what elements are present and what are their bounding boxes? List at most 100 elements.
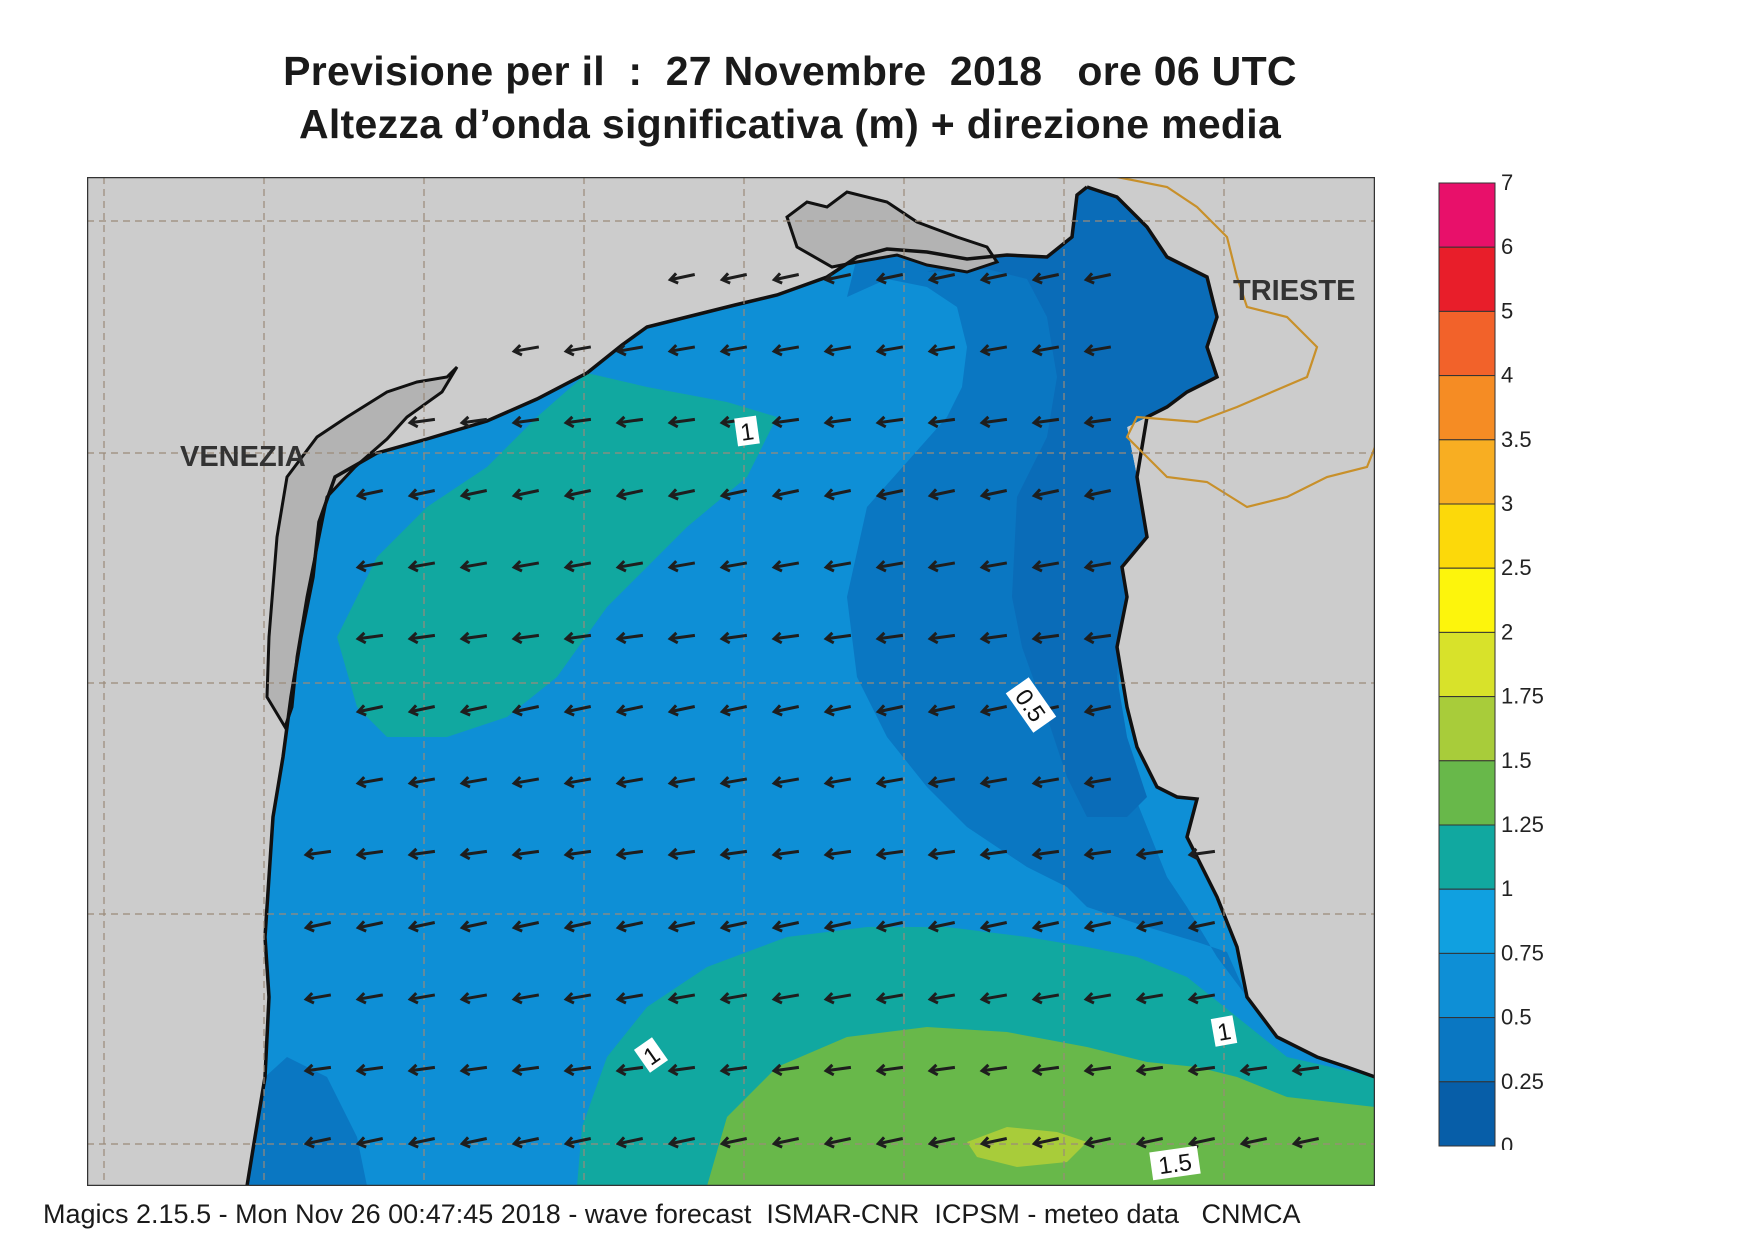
direction-arrow <box>719 631 748 645</box>
direction-arrow <box>459 704 488 717</box>
direction-arrow <box>667 704 696 717</box>
direction-arrow <box>719 272 748 285</box>
direction-arrow <box>927 415 956 429</box>
direction-arrow <box>459 847 488 861</box>
direction-arrow <box>407 992 436 1005</box>
direction-arrow <box>979 1063 1008 1077</box>
direction-arrow <box>719 560 748 573</box>
wave-zone-1_25 <box>707 1027 1375 1186</box>
direction-arrow <box>1083 847 1112 861</box>
direction-arrow <box>927 1136 956 1149</box>
direction-arrow <box>355 776 384 789</box>
direction-arrow <box>1031 1063 1060 1077</box>
direction-arrow <box>407 488 436 501</box>
direction-arrow <box>771 488 800 501</box>
direction-arrow <box>407 1136 436 1149</box>
direction-arrow <box>355 631 384 645</box>
direction-arrow <box>1187 847 1216 861</box>
direction-arrow <box>823 344 852 357</box>
direction-arrow <box>1083 272 1112 285</box>
direction-arrow <box>875 560 904 573</box>
direction-arrow <box>823 488 852 501</box>
direction-arrow <box>1031 488 1060 501</box>
direction-arrow <box>563 704 592 717</box>
direction-arrow <box>875 488 904 501</box>
legend-swatch <box>1438 952 1496 1019</box>
legend-tick-label: 3 <box>1501 491 1513 516</box>
direction-arrow <box>927 847 956 861</box>
direction-arrow <box>771 415 800 429</box>
coastline-west <box>245 371 588 1186</box>
direction-arrow <box>979 415 1008 429</box>
direction-arrow <box>875 1063 904 1077</box>
direction-arrow <box>1031 344 1060 357</box>
direction-arrow <box>823 992 852 1005</box>
legend-tick-label: 1.25 <box>1501 812 1544 837</box>
direction-arrow <box>407 1063 436 1077</box>
direction-arrow <box>927 920 956 933</box>
direction-arrow <box>667 415 696 429</box>
direction-arrow <box>355 1063 384 1077</box>
legend-tick-label: 0.75 <box>1501 940 1544 965</box>
direction-arrow <box>563 776 592 789</box>
footer-credits: Magics 2.15.5 - Mon Nov 26 00:47:45 2018… <box>43 1199 1301 1229</box>
legend-tick-label: 6 <box>1501 234 1513 259</box>
direction-arrow <box>511 415 540 429</box>
direction-arrow <box>771 560 800 573</box>
direction-arrow <box>563 560 592 573</box>
direction-arrow <box>459 560 488 573</box>
direction-arrow <box>927 992 956 1005</box>
direction-arrow <box>303 992 332 1005</box>
direction-arrow <box>667 847 696 861</box>
direction-arrow <box>563 488 592 501</box>
direction-arrow <box>771 847 800 861</box>
direction-arrow <box>667 1063 696 1077</box>
direction-arrow <box>771 272 800 285</box>
direction-arrow <box>667 488 696 501</box>
direction-arrow <box>615 631 644 645</box>
direction-arrow <box>1135 1136 1164 1149</box>
direction-arrow <box>667 272 696 285</box>
direction-arrow <box>1031 560 1060 573</box>
direction-arrow <box>615 560 644 573</box>
direction-arrow <box>355 847 384 861</box>
coastline-istria <box>1086 185 1375 1079</box>
direction-arrow <box>875 1136 904 1149</box>
svg-text:1: 1 <box>739 418 756 447</box>
legend-swatch <box>1438 1017 1496 1083</box>
direction-arrow <box>563 1136 592 1149</box>
direction-arrow <box>1187 1063 1216 1077</box>
direction-arrow <box>875 704 904 717</box>
wave-zone-0_25 <box>927 187 1217 817</box>
direction-arrow <box>1031 272 1060 285</box>
direction-arrow <box>1083 1136 1112 1149</box>
direction-arrow <box>771 776 800 789</box>
direction-arrow <box>615 992 644 1005</box>
direction-arrow <box>355 992 384 1005</box>
direction-arrow <box>927 631 956 645</box>
direction-arrow <box>719 1063 748 1077</box>
wave-direction-arrows <box>303 272 1320 1149</box>
wave-height-map: 1 0.5 1 1 1.5 VENEZIA TRIESTE <box>87 177 1375 1186</box>
direction-arrow <box>511 631 540 645</box>
direction-arrow <box>1031 776 1060 789</box>
direction-arrow <box>355 704 384 717</box>
direction-arrow <box>563 344 592 357</box>
direction-arrow <box>927 704 956 717</box>
direction-arrow <box>979 272 1008 285</box>
title-line-2: Altezza d’onda significativa (m) + direz… <box>298 101 1282 147</box>
direction-arrow <box>823 560 852 573</box>
direction-arrow <box>563 1063 592 1077</box>
direction-arrow <box>771 992 800 1005</box>
direction-arrow <box>1031 992 1060 1005</box>
legend-swatch <box>1438 182 1496 248</box>
direction-arrow <box>511 776 540 789</box>
legend-swatch <box>1438 567 1496 633</box>
direction-arrow <box>303 1063 332 1077</box>
title-line-1: Previsione per il : 27 Novembre 2018 ore… <box>283 48 1297 94</box>
legend-tick-label: 2 <box>1501 619 1513 644</box>
direction-arrow <box>459 415 488 429</box>
direction-arrow <box>459 631 488 645</box>
direction-arrow <box>615 920 644 933</box>
direction-arrow <box>1291 1136 1320 1149</box>
